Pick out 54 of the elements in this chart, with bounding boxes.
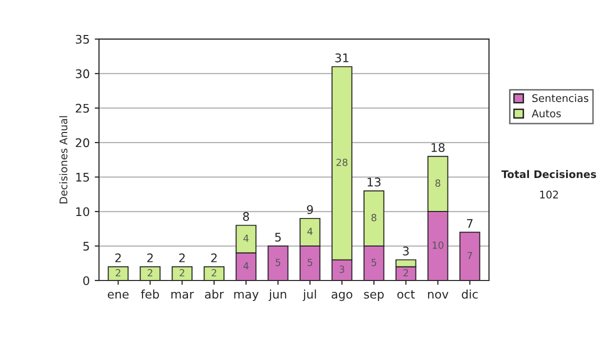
y-tick-label: 15 [76,172,89,182]
total-label: 3 [403,246,409,256]
text: Total Decisiones [501,170,596,178]
total-label: 2 [147,253,153,262]
data-label: 28 [336,158,348,166]
y-tick-label: 5 [83,242,89,251]
data-label: 2 [404,269,408,276]
data-label: 2 [116,269,120,276]
legend-label: Sentencias [532,94,588,102]
x-tick-label: jul [302,290,316,301]
data-label: 10 [432,241,444,249]
x-tick-label: feb [140,290,159,299]
total-label: 2 [211,253,217,262]
x-tick-label: dic [462,290,478,299]
data-label: 3 [340,266,344,273]
x-tick-label: abr [205,290,224,299]
x-tick-label: ene [108,292,129,299]
x-tick-label: oct [397,290,415,299]
y-tick-label: 25 [76,104,89,113]
y-tick-label: 35 [76,34,89,44]
x-tick-label: mar [171,292,194,299]
x-tick-label: ago [332,292,352,301]
total-label: 18 [432,143,445,152]
data-label: 8 [371,214,376,222]
data-label: 5 [372,258,376,266]
total-label: 9 [306,205,313,214]
total-label: 7 [467,219,473,228]
y-tick-label: 10 [76,207,90,216]
data-label: 2 [180,269,184,276]
y-tick-label: 20 [76,138,90,148]
total-label: 13 [368,178,380,186]
data-label: 7 [468,252,472,260]
y-tick-label: 0 [83,276,90,286]
total-label: 31 [335,53,348,62]
data-label: 2 [148,269,152,276]
total-label: 5 [275,232,281,242]
data-label: 4 [243,234,249,242]
x-tick-label: sep [364,292,384,301]
total-label: 8 [243,212,249,221]
total-label: 2 [179,253,185,262]
data-label: 5 [276,258,280,266]
data-label: 4 [307,228,313,235]
text: 102 [540,190,558,199]
x-tick-label: nov [428,292,448,299]
data-label: 5 [308,258,312,266]
total-label: 2 [115,253,121,262]
data-label: 2 [212,269,216,276]
y-tick-label: 30 [76,69,90,78]
data-label: 8 [435,179,440,187]
y-axis-title: Decisiones Anual [59,116,68,204]
x-tick-label: may [234,292,259,301]
data-label: 4 [243,262,249,270]
legend-label: Autos [532,110,561,118]
x-tick-label: jun [268,290,286,301]
